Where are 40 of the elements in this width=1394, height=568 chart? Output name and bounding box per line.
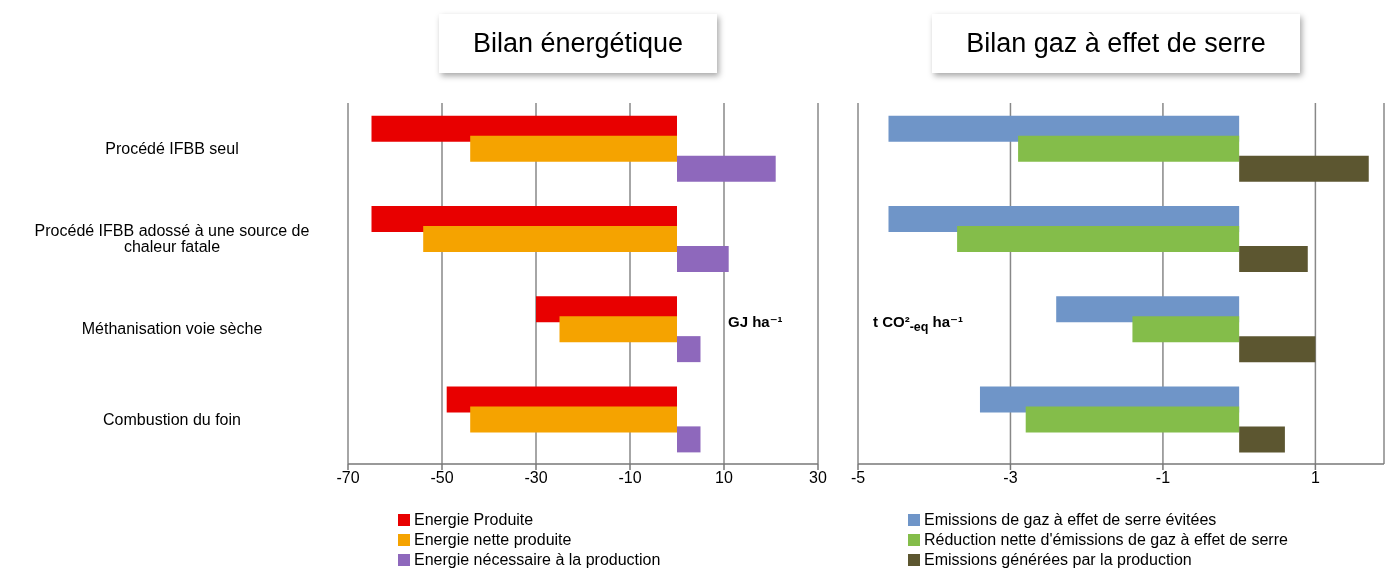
legend-label: Energie Produite [414,510,534,530]
y-tick-label: Procédé IFBB adossé à une source de chaleur fatale [34,222,310,256]
x-tick-label: -10 [618,469,642,487]
bar [957,225,1240,252]
legend-label: Emissions de gaz à effet de serre évitées [924,510,1217,530]
legend-label: Energie nécessaire à la production [414,550,661,568]
y-tick-label: Procédé IFBB seul [105,139,239,157]
y-tick-label: Méthanisation voie sèche [81,320,263,338]
bar [1239,155,1369,182]
bar [1025,406,1240,433]
y-tick-label: Combustion du foin [103,410,241,428]
bar [1132,316,1240,343]
x-tick-label: 30 [809,469,827,487]
x-tick-label: -50 [430,469,454,487]
x-tick-label: -70 [336,469,360,487]
x-axis-title: t CO²$_{-eq}$ ha⁻¹ [873,313,964,334]
x-tick-label: 1 [1310,469,1320,487]
bar [1239,426,1285,453]
bar [677,336,701,363]
bar [470,406,677,433]
bar [559,316,677,343]
x-axis-title: GJ ha⁻¹ [728,313,783,331]
legend-label: Réduction nette d'émissions de gaz à effet de serre [924,530,1288,550]
bar [677,426,701,453]
chart-title: Bilan énergétique [438,14,718,73]
bar [1239,245,1308,272]
chart-title: Bilan gaz à effet de serre [932,14,1300,73]
x-tick-label: 10 [715,469,733,487]
legend-label: Energie nette produite [414,530,572,550]
bar [1018,135,1240,162]
x-tick-label: -30 [524,469,548,487]
x-tick-label: -3 [1003,469,1018,487]
legend-label: Emissions générées par la production [924,550,1192,568]
bar [677,245,729,272]
bar [423,225,677,252]
x-tick-label: -1 [1155,469,1171,487]
bar [470,135,677,162]
bar [677,155,776,182]
bar [1239,336,1316,363]
x-tick-label: -5 [850,469,866,487]
